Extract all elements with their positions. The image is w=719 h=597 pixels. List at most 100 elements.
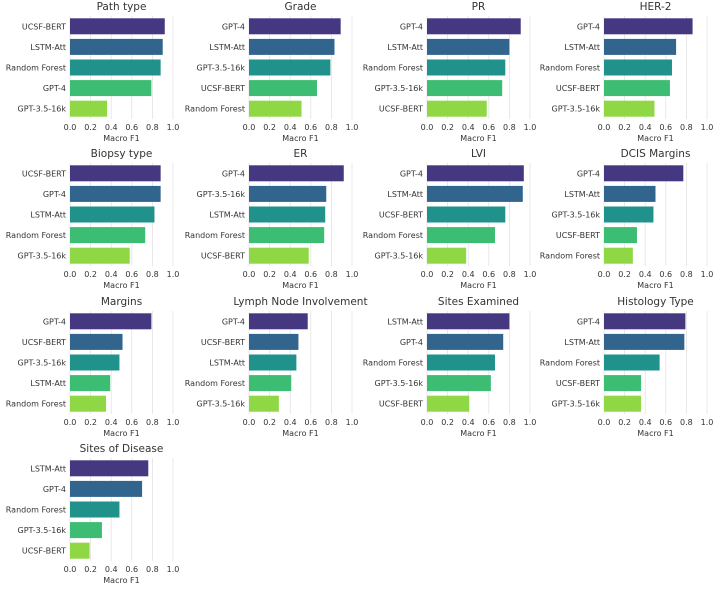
- bar: [70, 501, 120, 518]
- bar: [427, 59, 506, 76]
- bar: [249, 59, 331, 76]
- category-label: GPT-3.5-16k: [552, 211, 601, 220]
- x-tick-label: 0.0: [243, 270, 256, 279]
- bar: [249, 38, 335, 55]
- x-tick-label: 0.2: [84, 418, 97, 427]
- x-tick-label: 0.0: [598, 418, 611, 427]
- category-label: Random Forest: [6, 231, 66, 240]
- bar: [427, 100, 487, 117]
- chart-title: ER: [294, 148, 308, 160]
- chart-title: Lymph Node Involvement: [233, 296, 367, 308]
- x-tick-label: 0.4: [462, 270, 475, 279]
- x-axis-label: Macro F1: [103, 429, 139, 438]
- bar: [604, 395, 642, 412]
- category-label: Random Forest: [540, 252, 600, 261]
- chart-title: LVI: [471, 148, 486, 160]
- chart-panel-8: Margins GPT-4 UCSF-BERT GPT-3.5-16k LSTM-Att…: [6, 296, 180, 438]
- bar: [249, 247, 309, 264]
- chart-panel-0: Path type UCSF-BERT LSTM-Att Random Forest G…: [6, 1, 180, 143]
- chart-title: Grade: [284, 1, 316, 13]
- chart-title: HER-2: [640, 1, 672, 13]
- x-tick-label: 0.8: [146, 565, 159, 574]
- category-label: Random Forest: [185, 105, 245, 114]
- bar: [70, 80, 152, 97]
- x-tick-label: 0.4: [462, 123, 475, 132]
- x-tick-label: 0.6: [659, 123, 672, 132]
- bar: [604, 185, 656, 202]
- bar: [70, 522, 102, 539]
- category-label: Random Forest: [185, 379, 245, 388]
- bar: [249, 395, 279, 412]
- chart-panel-5: ER GPT-4 GPT-3.5-16k LSTM-Att Random Forest U…: [185, 148, 359, 290]
- chart-title: Biopsy type: [91, 148, 153, 160]
- chart-panel-6: LVI GPT-4 LSTM-Att UCSF-BERT Random Forest GP…: [363, 148, 537, 290]
- bar: [70, 375, 111, 392]
- x-tick-label: 0.8: [146, 123, 159, 132]
- x-tick-label: 0.8: [503, 123, 516, 132]
- bar: [427, 395, 470, 412]
- bar: [427, 38, 510, 55]
- x-tick-label: 0.6: [125, 123, 138, 132]
- bar: [427, 247, 467, 264]
- x-tick-label: 0.4: [639, 270, 652, 279]
- x-tick-label: 0.0: [64, 565, 77, 574]
- x-tick-label: 0.4: [105, 565, 118, 574]
- x-axis-label: Macro F1: [282, 134, 318, 143]
- category-label: GPT-3.5-16k: [552, 105, 601, 114]
- x-tick-label: 0.2: [263, 418, 276, 427]
- x-tick-label: 0.2: [84, 270, 97, 279]
- x-tick-label: 0.2: [84, 123, 97, 132]
- x-tick-label: 0.8: [146, 270, 159, 279]
- chart-title: DCIS Margins: [621, 148, 691, 160]
- x-tick-label: 0.4: [284, 270, 297, 279]
- x-tick-label: 0.0: [421, 418, 434, 427]
- chart-panel-3: HER-2 GPT-4 LSTM-Att Random Forest UCSF-BERT…: [540, 1, 714, 143]
- bar: [604, 80, 670, 97]
- x-tick-label: 0.2: [441, 418, 454, 427]
- x-tick-label: 0.0: [64, 418, 77, 427]
- x-tick-label: 0.2: [441, 123, 454, 132]
- category-label: LSTM-Att: [564, 43, 600, 52]
- x-axis-label: Macro F1: [637, 281, 673, 290]
- category-label: GPT-4: [577, 169, 600, 178]
- category-label: GPT-3.5-16k: [18, 526, 67, 535]
- category-label: GPT-4: [400, 22, 423, 31]
- x-tick-label: 0.0: [243, 418, 256, 427]
- category-label: UCSF-BERT: [22, 169, 66, 178]
- bar: [604, 59, 672, 76]
- bar: [249, 100, 302, 117]
- x-tick-label: 0.0: [243, 123, 256, 132]
- x-tick-label: 0.8: [325, 270, 338, 279]
- x-tick-label: 0.0: [64, 123, 77, 132]
- bar: [249, 354, 297, 371]
- bar: [70, 542, 90, 559]
- chart-title: Sites of Disease: [80, 443, 164, 455]
- category-label: UCSF-BERT: [201, 252, 245, 261]
- x-tick-label: 0.0: [421, 270, 434, 279]
- x-tick-label: 1.0: [346, 270, 359, 279]
- category-label: UCSF-BERT: [556, 231, 600, 240]
- category-label: UCSF-BERT: [379, 105, 423, 114]
- bar: [604, 100, 655, 117]
- x-tick-label: 0.0: [598, 270, 611, 279]
- x-tick-label: 0.0: [421, 123, 434, 132]
- bar: [70, 313, 152, 330]
- x-axis-label: Macro F1: [282, 429, 318, 438]
- x-axis-label: Macro F1: [637, 429, 673, 438]
- x-tick-label: 0.2: [441, 270, 454, 279]
- category-label: Random Forest: [6, 506, 66, 515]
- x-tick-label: 0.6: [482, 418, 495, 427]
- bar: [70, 100, 108, 117]
- category-label: GPT-4: [222, 22, 245, 31]
- x-tick-label: 0.2: [263, 270, 276, 279]
- x-tick-label: 1.0: [167, 123, 180, 132]
- category-label: UCSF-BERT: [556, 84, 600, 93]
- x-tick-label: 0.6: [304, 418, 317, 427]
- bar: [249, 206, 326, 223]
- x-tick-label: 0.4: [462, 418, 475, 427]
- x-tick-label: 0.8: [680, 123, 693, 132]
- category-label: LSTM-Att: [209, 43, 245, 52]
- bar: [249, 18, 341, 35]
- category-label: GPT-3.5-16k: [552, 400, 601, 409]
- x-axis-label: Macro F1: [103, 281, 139, 290]
